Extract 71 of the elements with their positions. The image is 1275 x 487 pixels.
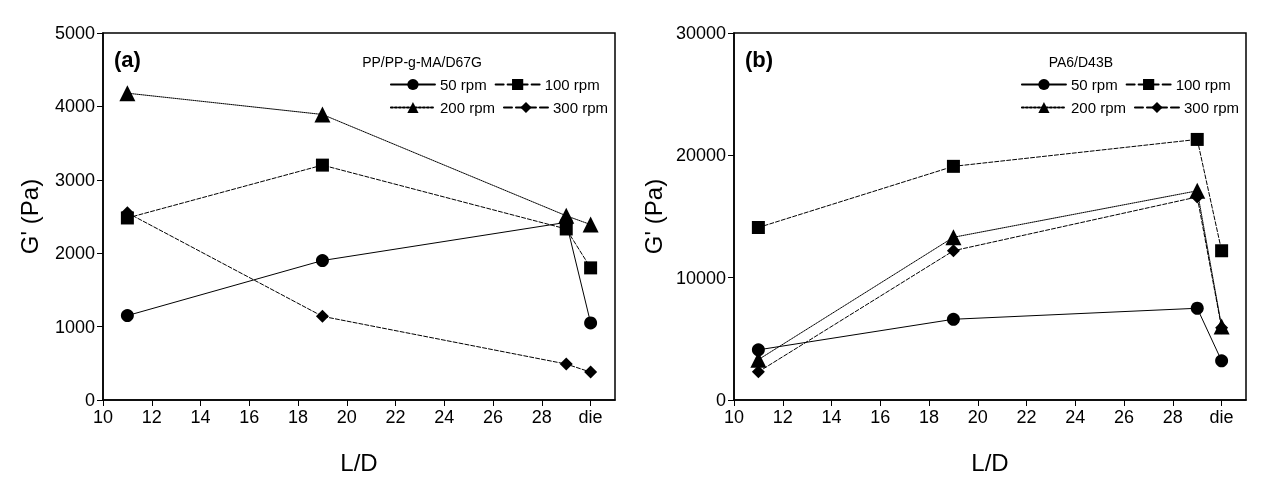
legend-label: 50 rpm [439, 76, 487, 93]
point [120, 309, 134, 323]
x-tick-label: die [1209, 407, 1234, 427]
point [751, 343, 765, 357]
x-axis-title: L/D [971, 448, 1009, 476]
point [119, 85, 136, 102]
point [946, 312, 960, 326]
legend-label: 300 rpm [1183, 99, 1239, 116]
x-tick-label: 14 [190, 407, 211, 427]
point [584, 316, 598, 330]
y-tick-label: 0 [84, 390, 95, 410]
y-tick-label: 1000 [54, 316, 95, 337]
point [1189, 182, 1206, 199]
y-tick-label: 3000 [54, 169, 95, 190]
y-tick-label: 2000 [54, 243, 95, 264]
x-tick-label: 18 [919, 407, 940, 427]
point [1215, 244, 1229, 258]
y-axis-title: G' (Pa) [639, 178, 667, 255]
x-tick-label: 28 [531, 407, 552, 427]
x-tick-label: 22 [385, 407, 406, 427]
x-tick-label: 12 [772, 407, 793, 427]
point [751, 221, 765, 235]
y-tick-label: 10000 [675, 267, 726, 288]
x-tick-label: 12 [141, 407, 162, 427]
x-tick-label: 18 [288, 407, 309, 427]
annotation: (a) [114, 46, 141, 72]
y-tick-label: 30000 [675, 23, 726, 43]
point [1215, 354, 1229, 368]
x-tick-label: 16 [870, 407, 891, 427]
x-tick-label: 14 [821, 407, 842, 427]
x-tick-label: 26 [1114, 407, 1135, 427]
x-tick-label: 24 [434, 407, 455, 427]
point [1190, 301, 1204, 315]
y-tick-label: 4000 [54, 96, 95, 117]
x-tick-label: 10 [92, 407, 114, 427]
x-axis-title: L/D [340, 448, 378, 476]
point [315, 158, 329, 172]
legend-label: 200 rpm [439, 99, 495, 116]
legend-title: PP/PP-g-MA/D67G [362, 54, 483, 70]
point [946, 244, 960, 258]
x-tick-label: 24 [1065, 407, 1086, 427]
point [1190, 132, 1204, 146]
x-tick-label: 10 [723, 407, 745, 427]
point [582, 216, 599, 233]
x-tick-label: 16 [239, 407, 260, 427]
point [584, 365, 598, 379]
point [945, 229, 962, 246]
point [315, 309, 329, 323]
y-tick-label: 5000 [54, 23, 95, 43]
point [584, 261, 598, 275]
point [120, 211, 134, 225]
x-tick-label: 22 [1016, 407, 1037, 427]
y-tick-label: 20000 [675, 145, 726, 166]
x-tick-label: 26 [483, 407, 504, 427]
x-tick-label: 20 [336, 407, 357, 427]
legend-label: 300 rpm [552, 99, 608, 116]
annotation: (b) [745, 46, 774, 72]
legend-label: 100 rpm [544, 76, 600, 93]
point [559, 357, 573, 371]
legend-title: PA6/D43B [1048, 54, 1114, 70]
legend-label: 50 rpm [1070, 76, 1118, 93]
x-tick-label: 20 [967, 407, 988, 427]
legend-label: 100 rpm [1175, 76, 1231, 93]
x-tick-label: die [578, 407, 603, 427]
y-axis-title: G' (Pa) [15, 178, 43, 255]
x-tick-label: 28 [1162, 407, 1183, 427]
point [315, 254, 329, 268]
point [314, 106, 331, 123]
y-tick-label: 0 [715, 390, 726, 410]
legend-label: 200 rpm [1070, 99, 1126, 116]
point [946, 159, 960, 173]
